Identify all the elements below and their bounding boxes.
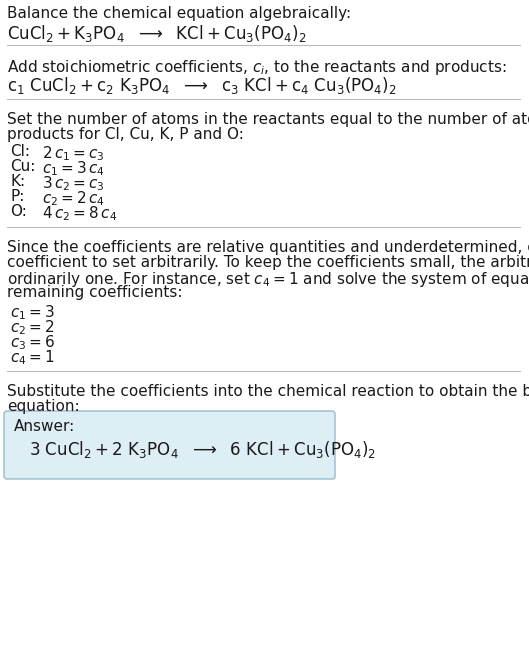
Text: $\mathrm{c_1\ CuCl_2 + c_2\ K_3PO_4 \ \ \longrightarrow \ \ c_3\ KCl + c_4\ Cu_3: $\mathrm{c_1\ CuCl_2 + c_2\ K_3PO_4 \ \ … bbox=[7, 75, 397, 96]
Text: equation:: equation: bbox=[7, 399, 80, 414]
Text: coefficient to set arbitrarily. To keep the coefficients small, the arbitrary va: coefficient to set arbitrarily. To keep … bbox=[7, 255, 529, 270]
Text: K:: K: bbox=[10, 174, 25, 189]
Text: $3\,c_2 = c_3$: $3\,c_2 = c_3$ bbox=[42, 174, 105, 193]
Text: O:: O: bbox=[10, 204, 27, 219]
Text: ordinarily one. For instance, set $c_4 = 1$ and solve the system of equations fo: ordinarily one. For instance, set $c_4 =… bbox=[7, 270, 529, 289]
Text: Since the coefficients are relative quantities and underdetermined, choose a: Since the coefficients are relative quan… bbox=[7, 240, 529, 255]
Text: $c_1 = 3\,c_4$: $c_1 = 3\,c_4$ bbox=[42, 159, 105, 178]
Text: $c_2 = 2$: $c_2 = 2$ bbox=[10, 318, 54, 336]
FancyBboxPatch shape bbox=[4, 411, 335, 479]
Text: $c_4 = 1$: $c_4 = 1$ bbox=[10, 348, 54, 367]
Text: Cu:: Cu: bbox=[10, 159, 35, 174]
Text: Cl:: Cl: bbox=[10, 144, 30, 159]
Text: remaining coefficients:: remaining coefficients: bbox=[7, 285, 183, 300]
Text: $\mathrm{CuCl_2 + K_3PO_4 \ \ \longrightarrow \ \ KCl + Cu_3(PO_4)_2}$: $\mathrm{CuCl_2 + K_3PO_4 \ \ \longright… bbox=[7, 23, 306, 44]
Text: Set the number of atoms in the reactants equal to the number of atoms in the: Set the number of atoms in the reactants… bbox=[7, 112, 529, 127]
Text: P:: P: bbox=[10, 189, 24, 204]
Text: Balance the chemical equation algebraically:: Balance the chemical equation algebraica… bbox=[7, 6, 351, 21]
Text: $c_2 = 2\,c_4$: $c_2 = 2\,c_4$ bbox=[42, 189, 105, 208]
Text: $2\,c_1 = c_3$: $2\,c_1 = c_3$ bbox=[42, 144, 105, 162]
Text: $4\,c_2 = 8\,c_4$: $4\,c_2 = 8\,c_4$ bbox=[42, 204, 117, 223]
Text: Substitute the coefficients into the chemical reaction to obtain the balanced: Substitute the coefficients into the che… bbox=[7, 384, 529, 399]
Text: $c_3 = 6$: $c_3 = 6$ bbox=[10, 333, 55, 352]
Text: Add stoichiometric coefficients, $c_i$, to the reactants and products:: Add stoichiometric coefficients, $c_i$, … bbox=[7, 58, 507, 77]
Text: $c_1 = 3$: $c_1 = 3$ bbox=[10, 303, 55, 322]
Text: products for Cl, Cu, K, P and O:: products for Cl, Cu, K, P and O: bbox=[7, 127, 244, 142]
Text: Answer:: Answer: bbox=[14, 419, 75, 434]
Text: $\mathrm{3\ CuCl_2 + 2\ K_3PO_4 \ \ \longrightarrow \ \ 6\ KCl + Cu_3(PO_4)_2}$: $\mathrm{3\ CuCl_2 + 2\ K_3PO_4 \ \ \lon… bbox=[29, 439, 376, 460]
